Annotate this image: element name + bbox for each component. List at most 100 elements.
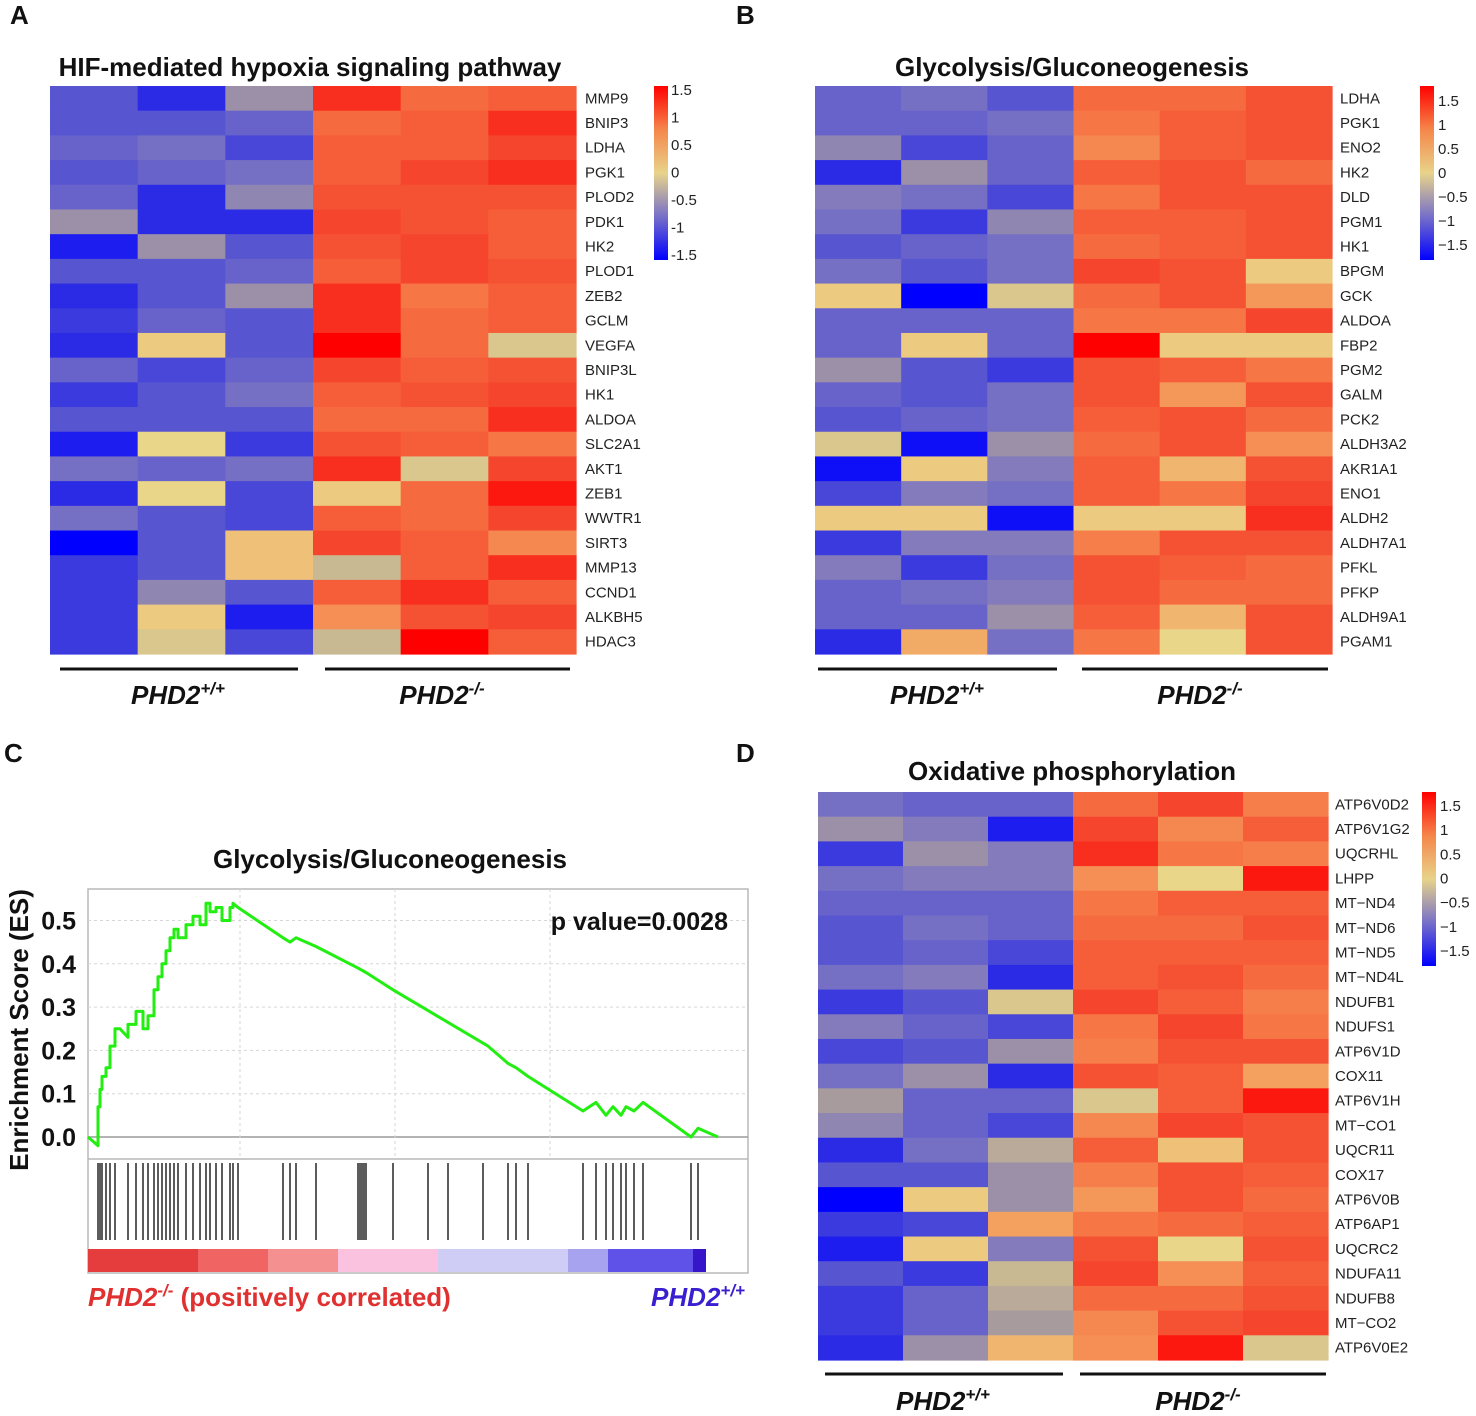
heatmap-cell	[1073, 481, 1161, 507]
heatmap-cell	[400, 283, 489, 309]
gene-label: BPGM	[1340, 263, 1384, 280]
heatmap-cell	[400, 160, 489, 186]
gene-label: PCK2	[1340, 411, 1379, 428]
heatmap-cell	[1158, 890, 1244, 917]
heatmap-cell	[815, 234, 902, 260]
heatmap-cell	[988, 792, 1074, 818]
heatmap-cell	[901, 160, 988, 186]
heatmap-title-d: Oxidative phosphorylation	[908, 756, 1236, 786]
heatmap-cell	[987, 209, 1075, 235]
heatmap-cell	[400, 431, 489, 458]
heatmap-cell	[1159, 530, 1247, 556]
heatmap-cell	[313, 308, 402, 334]
gene-label: UQCRC2	[1335, 1241, 1398, 1258]
heatmap-cell	[50, 530, 139, 556]
gene-label: HK1	[1340, 239, 1369, 256]
heatmap-cell	[313, 234, 402, 260]
heatmap-cell	[313, 431, 402, 458]
heatmap-cell	[400, 456, 489, 482]
gene-label: ALKBH5	[585, 609, 643, 626]
gene-label: PLOD1	[585, 263, 634, 280]
colorbar-tick-label: 0.5	[1438, 141, 1459, 158]
gene-label: PDK1	[585, 214, 624, 231]
heatmap-cell	[400, 629, 489, 655]
heatmap-cell	[818, 940, 904, 966]
heatmap-cell	[987, 160, 1075, 186]
heatmap-cell	[1243, 1310, 1329, 1336]
colorbar-tick-label: 1	[1438, 117, 1446, 134]
heatmap-cell	[1158, 1014, 1244, 1040]
gene-label: MMP9	[585, 90, 628, 107]
heatmap-cell	[988, 1113, 1074, 1139]
heatmap-cell	[818, 964, 904, 991]
heatmap-cell	[313, 258, 402, 285]
gene-label: COX11	[1335, 1068, 1383, 1085]
gene-label: ATP6V0D2	[1335, 796, 1409, 813]
gene-label: SLC2A1	[585, 436, 641, 453]
heatmap-cell	[1243, 1038, 1329, 1065]
heatmap-cell	[901, 184, 988, 211]
heatmap-cell	[488, 579, 577, 606]
group-label-b-ko: PHD2-/-	[1157, 679, 1243, 710]
heatmap-cell	[137, 209, 226, 235]
heatmap-cell	[987, 234, 1075, 260]
heatmap-cell	[50, 555, 139, 581]
group-label-a-ko: PHD2-/-	[399, 679, 485, 710]
heatmap-cell	[137, 332, 226, 359]
gene-label: MT−ND4L	[1335, 969, 1404, 986]
gsea-rank-segment	[88, 1249, 198, 1272]
heatmap-cell	[1159, 604, 1247, 630]
heatmap-cell	[488, 431, 577, 458]
heatmap-cell	[1158, 1137, 1244, 1164]
heatmap-panel-d: Oxidative phosphorylation ATP6V0D2 ATP6V1…	[818, 756, 1470, 1416]
heatmap-cell	[225, 308, 314, 334]
heatmap-cell	[1073, 890, 1159, 917]
heatmap-cell	[1073, 964, 1159, 991]
heatmap-cell	[400, 184, 489, 211]
gene-label: HK2	[585, 239, 614, 256]
heatmap-cell	[1159, 209, 1247, 235]
heatmap-cell	[1159, 258, 1247, 285]
heatmap-cell	[903, 890, 989, 917]
heatmap-cell	[988, 1063, 1074, 1089]
heatmap-cell	[987, 135, 1075, 161]
colorbar-tick-label: 0	[1440, 871, 1448, 888]
heatmap-cells-d	[818, 792, 1329, 1361]
heatmap-cell	[137, 555, 226, 581]
heatmap-cell	[1073, 1187, 1159, 1213]
heatmap-cell	[400, 382, 489, 408]
gene-label: MT−ND4	[1335, 895, 1395, 912]
heatmap-cell	[1073, 940, 1159, 966]
heatmap-cell	[987, 184, 1075, 211]
heatmap-cell	[313, 555, 402, 581]
heatmap-cell	[903, 1063, 989, 1089]
gene-label: PGK1	[1340, 115, 1380, 132]
heatmap-cell	[1158, 940, 1244, 966]
heatmap-cell	[818, 890, 904, 917]
heatmap-cell	[815, 283, 902, 309]
heatmap-cell	[1073, 604, 1161, 630]
heatmap-cell	[987, 604, 1075, 630]
gene-label: AKR1A1	[1340, 461, 1398, 478]
heatmap-cell	[137, 234, 226, 260]
heatmap-cell	[1158, 964, 1244, 991]
heatmap-cell	[488, 283, 577, 309]
heatmap-cell	[1243, 1113, 1329, 1139]
heatmap-cell	[1073, 841, 1159, 867]
gene-label: PGM1	[1340, 214, 1383, 231]
heatmap-cell	[1243, 841, 1329, 867]
heatmap-cell	[313, 283, 402, 309]
heatmap-cell	[1158, 915, 1244, 941]
heatmap-cell	[488, 481, 577, 507]
heatmap-cell	[1073, 1088, 1159, 1114]
heatmap-cell	[901, 357, 988, 383]
heatmap-cell	[400, 135, 489, 161]
heatmap-cell	[1243, 1137, 1329, 1164]
heatmap-cell	[815, 579, 902, 606]
heatmap-cell	[1245, 407, 1333, 433]
panel-label-d: D	[736, 738, 755, 768]
heatmap-cell	[225, 258, 314, 285]
heatmap-cell	[988, 940, 1074, 966]
panel-label-a: A	[10, 0, 29, 30]
